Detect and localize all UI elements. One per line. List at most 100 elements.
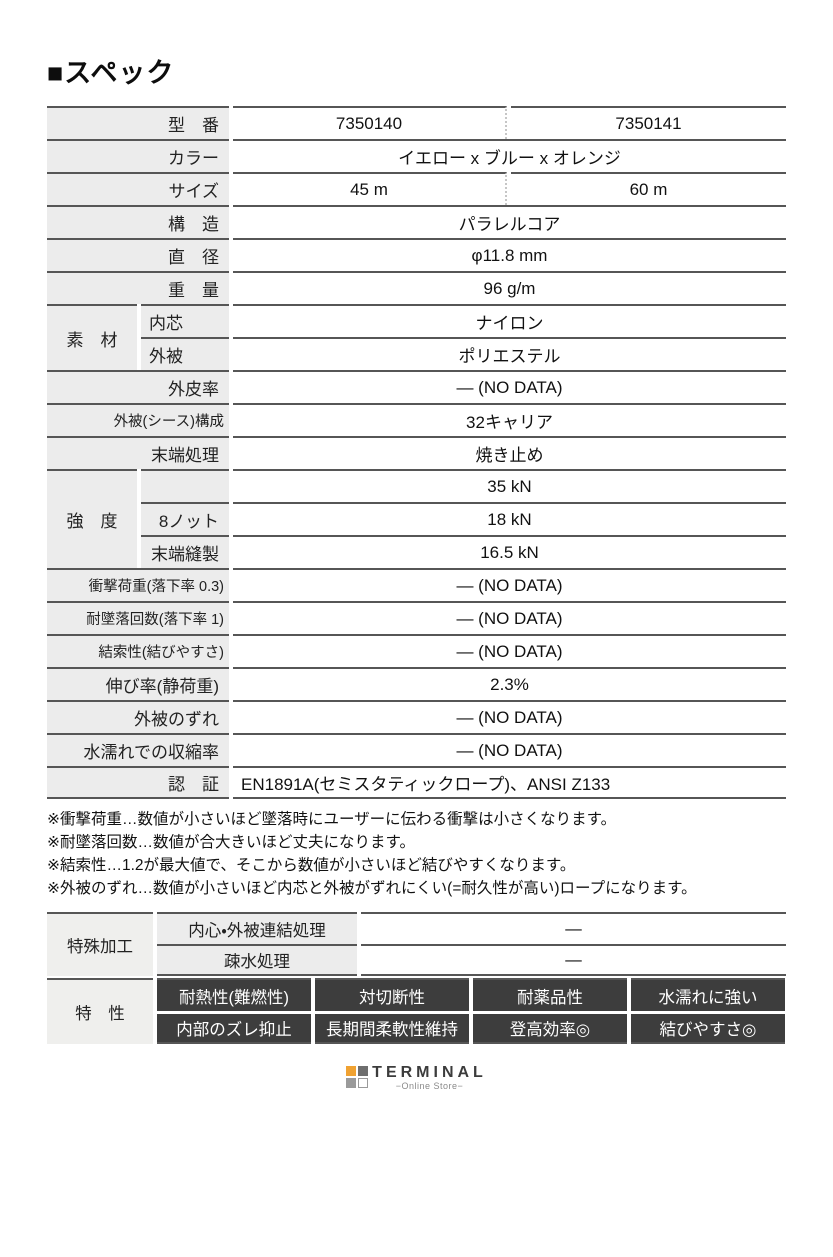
sheath-ratio-value: — (NO DATA) — [233, 370, 786, 403]
feature-chemical-resistance: 耐薬品性 — [473, 978, 627, 1011]
row-label-knotability: 結索性(結びやすさ) — [47, 634, 229, 667]
size-value-2: 60 m — [511, 172, 786, 205]
end-treatment-value: 焼き止め — [233, 436, 786, 469]
group-label-strength: 強 度 — [47, 469, 137, 568]
sewn-strength-value: 16.5 kN — [233, 535, 786, 568]
footer-logo: TERMINAL −Online Store− — [337, 1064, 497, 1091]
row-label-water-shrinkage: 水濡れでの収縮率 — [47, 733, 229, 766]
spec-row-strength-main: 強 度 35 kN — [47, 469, 786, 568]
spec-row-sheath-slippage: 外被のずれ — (NO DATA) — [47, 700, 786, 733]
logo-text: TERMINAL −Online Store− — [372, 1064, 487, 1091]
certification-value: EN1891A(セミスタティックロープ)、ANSI Z133 — [233, 766, 786, 799]
row-label-sheath-config: 外被(シース)構成 — [47, 403, 229, 436]
group-label-features: 特 性 — [47, 978, 153, 1044]
row-label-size: サイズ — [47, 172, 229, 205]
feature-slip-prevention: 内部のズレ抑止 — [157, 1011, 311, 1044]
spec-row-elongation: 伸び率(静荷重) 2.3% — [47, 667, 786, 700]
row-label-sheath-slippage: 外被のずれ — [47, 700, 229, 733]
spec-row-strength-sewn: 末端縫製 16.5 kN — [47, 535, 786, 568]
special-row-bonding: 特殊加工 内心・外被連結処理 — — [47, 912, 786, 976]
row-label-certification: 認 証 — [47, 766, 229, 799]
sheath-config-value: 32キャリア — [233, 403, 786, 436]
feature-heat-resistance: 耐熱性(難燃性) — [157, 978, 311, 1011]
row-label-weight: 重 量 — [47, 271, 229, 304]
spec-row-size: サイズ 45 m 60 m — [47, 172, 786, 205]
row-label-impact-load: 衝撃荷重(落下率 0.3) — [47, 568, 229, 601]
core-sheath-bonding-value: — — [361, 912, 786, 944]
row-label-water-repellent: 疎水処理 — [157, 944, 357, 976]
spec-row-structure: 構 造 パラレルコア — [47, 205, 786, 238]
feature-knot-ease: 結びやすさ◎ — [631, 1011, 785, 1044]
sub-label-strength-blank — [141, 469, 229, 502]
feature-long-term-flexibility: 長期間柔軟性維持 — [315, 1011, 469, 1044]
footnote-fall-count: ※耐墜落回数…数値が合大きいほど丈夫になります。 — [47, 834, 415, 851]
model-number-1: 7350140 — [233, 106, 507, 139]
sheath-slippage-value: — (NO DATA) — [233, 700, 786, 733]
logo-square-darkgray — [358, 1066, 369, 1076]
footnotes: ※衝撃荷重…数値が小さいほど墜落時にユーザーに伝わる衝撃は小さくなります。 ※耐… — [47, 808, 792, 900]
footnote-sheath-slippage: ※外被のずれ…数値が小さいほど内芯と外被がずれにくい(=耐久性が高い)ロープにな… — [47, 880, 697, 897]
size-value-1: 45 m — [233, 172, 507, 205]
spec-row-model: 型 番 7350140 7350141 — [47, 106, 786, 139]
spec-row-sheath-ratio: 外皮率 — (NO DATA) — [47, 370, 786, 403]
spec-row-impact-load: 衝撃荷重(落下率 0.3) — (NO DATA) — [47, 568, 786, 601]
strength-main-value: 35 kN — [233, 469, 786, 502]
weight-value: 96 g/m — [233, 271, 786, 304]
knotability-value: — (NO DATA) — [233, 634, 786, 667]
sub-label-core: 内芯 — [141, 304, 229, 337]
logo-square-orange — [346, 1066, 357, 1076]
color-value: イエロー x ブルー x オレンジ — [233, 139, 786, 172]
special-processing-table: 特殊加工 内心・外被連結処理 — 疎水処理 — — [43, 912, 790, 976]
features-row-1: 特 性 耐熱性(難燃性) 対切断性 耐薬品性 水濡れに強い — [47, 978, 785, 1044]
impact-load-value: — (NO DATA) — [233, 568, 786, 601]
spec-row-strength-knot: 8ノット 18 kN — [47, 502, 786, 535]
row-label-core-sheath-bonding: 内心・外被連結処理 — [157, 912, 357, 944]
spec-row-material-sheath: 外被 ポリエステル — [47, 337, 786, 370]
spec-page: ■スペック 型 番 7350140 7350141 カラー イエロー x ブルー… — [0, 57, 833, 1257]
spec-row-fall-count: 耐墜落回数(落下率 1) — (NO DATA) — [47, 601, 786, 634]
water-repellent-value: — — [361, 944, 786, 976]
brand-name: TERMINAL — [372, 1064, 487, 1081]
page-title: ■スペック — [47, 58, 175, 88]
spec-row-color: カラー イエロー x ブルー x オレンジ — [47, 139, 786, 172]
spec-row-material-core: 素 材 内芯 ナイロン — [47, 304, 786, 370]
row-label-structure: 構 造 — [47, 205, 229, 238]
feature-cut-resistance: 対切断性 — [315, 978, 469, 1011]
spec-row-end-treatment: 末端処理 焼き止め — [47, 436, 786, 469]
logo-square-gray — [346, 1078, 357, 1088]
group-label-material: 素 材 — [47, 304, 137, 370]
core-material-value: ナイロン — [233, 304, 786, 337]
row-label-color: カラー — [47, 139, 229, 172]
water-shrinkage-value: — (NO DATA) — [233, 733, 786, 766]
spec-row-knotability: 結索性(結びやすさ) — (NO DATA) — [47, 634, 786, 667]
features-row-2: 内部のズレ抑止 長期間柔軟性維持 登高効率◎ 結びやすさ◎ — [47, 1011, 785, 1044]
sub-label-figure8-knot: 8ノット — [141, 502, 229, 535]
features-table: 特 性 耐熱性(難燃性) 対切断性 耐薬品性 水濡れに強い 内部のズレ抑止 長期… — [43, 978, 789, 1044]
structure-value: パラレルコア — [233, 205, 786, 238]
diameter-value: φ11.8 mm — [233, 238, 786, 271]
spec-table: 型 番 7350140 7350141 カラー イエロー x ブルー x オレン… — [43, 106, 790, 799]
feature-water-resistance: 水濡れに強い — [631, 978, 785, 1011]
spec-row-certification: 認 証 EN1891A(セミスタティックロープ)、ANSI Z133 — [47, 766, 786, 799]
group-label-special-processing: 特殊加工 — [47, 912, 153, 976]
spec-row-water-shrinkage: 水濡れでの収縮率 — (NO DATA) — [47, 733, 786, 766]
row-label-fall-count: 耐墜落回数(落下率 1) — [47, 601, 229, 634]
sub-label-sewn-end: 末端縫製 — [141, 535, 229, 568]
elongation-value: 2.3% — [233, 667, 786, 700]
row-label-end-treatment: 末端処理 — [47, 436, 229, 469]
feature-climbing-efficiency: 登高効率◎ — [473, 1011, 627, 1044]
special-row-water-repellent: 疎水処理 — — [47, 944, 786, 976]
model-number-2: 7350141 — [511, 106, 786, 139]
spec-row-sheath-config: 外被(シース)構成 32キャリア — [47, 403, 786, 436]
terminal-logo-icon — [346, 1066, 369, 1088]
row-label-elongation: 伸び率(静荷重) — [47, 667, 229, 700]
row-label-sheath-ratio: 外皮率 — [47, 370, 229, 403]
spec-row-diameter: 直 径 φ11.8 mm — [47, 238, 786, 271]
sub-label-sheath: 外被 — [141, 337, 229, 370]
fall-count-value: — (NO DATA) — [233, 601, 786, 634]
spec-row-weight: 重 量 96 g/m — [47, 271, 786, 304]
row-label-diameter: 直 径 — [47, 238, 229, 271]
logo-square-outline — [358, 1078, 369, 1088]
footnote-knotability: ※結索性…1.2が最大値で、そこから数値が小さいほど結びやすくなります。 — [47, 857, 576, 874]
footnote-impact-load: ※衝撃荷重…数値が小さいほど墜落時にユーザーに伝わる衝撃は小さくなります。 — [47, 811, 617, 828]
